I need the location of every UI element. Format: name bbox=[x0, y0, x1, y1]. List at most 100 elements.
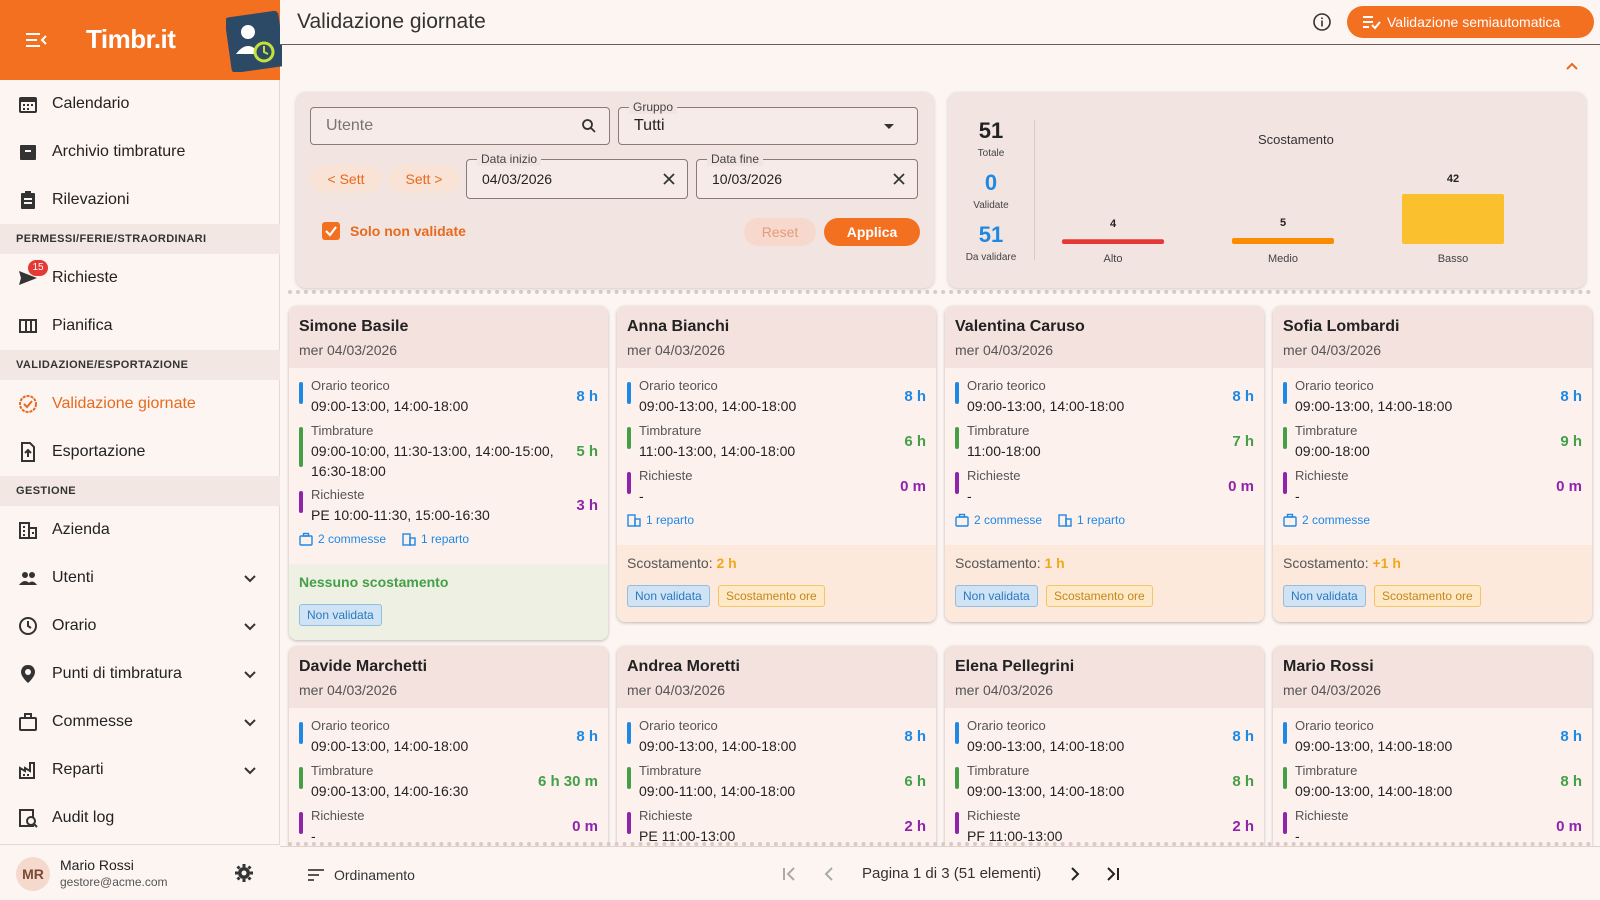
commesse-link[interactable]: 2 commesse bbox=[318, 532, 387, 546]
timbrature-section: Timbrature 09:00-18:00 9 h bbox=[1283, 423, 1582, 465]
clear-icon[interactable] bbox=[891, 171, 907, 187]
chevron-down-icon[interactable] bbox=[242, 714, 258, 730]
day-card[interactable]: Sofia Lombardi mer 04/03/2026 Orario teo… bbox=[1273, 306, 1592, 622]
deviation-summary: Scostamento: 2 h bbox=[627, 555, 737, 571]
card-date: mer 04/03/2026 bbox=[299, 342, 398, 358]
card-date: mer 04/03/2026 bbox=[1283, 342, 1382, 358]
gear-icon[interactable] bbox=[234, 863, 254, 883]
apply-button[interactable]: Applica bbox=[824, 218, 920, 246]
richieste-label: Richieste bbox=[311, 808, 365, 823]
sidebar-item-richieste[interactable]: 15 Richieste bbox=[0, 254, 280, 302]
end-date-field: Data fine bbox=[696, 152, 918, 199]
sidebar-item-audit[interactable]: Audit log bbox=[0, 794, 280, 842]
richieste-hours: 0 m bbox=[1556, 818, 1582, 835]
sidebar-item-orario[interactable]: Orario bbox=[0, 602, 280, 650]
prev-page-icon[interactable] bbox=[820, 865, 838, 883]
orario-label: Orario teorico bbox=[639, 378, 718, 393]
reparto-link[interactable]: 1 reparto bbox=[646, 513, 695, 527]
end-date-input[interactable] bbox=[697, 160, 917, 198]
sidebar-item-azienda[interactable]: Azienda bbox=[0, 506, 280, 554]
timbrature-section: Timbrature 09:00-11:00, 14:00-18:00 6 h bbox=[627, 763, 926, 805]
info-icon[interactable] bbox=[1312, 12, 1332, 32]
day-card[interactable]: Valentina Caruso mer 04/03/2026 Orario t… bbox=[945, 306, 1264, 622]
search-icon[interactable] bbox=[581, 118, 597, 134]
chevron-up-icon[interactable] bbox=[1564, 58, 1580, 74]
last-page-icon[interactable] bbox=[1104, 865, 1122, 883]
first-page-icon[interactable] bbox=[780, 865, 798, 883]
next-page-icon[interactable] bbox=[1066, 865, 1084, 883]
employee-name: Elena Pellegrini bbox=[955, 658, 1075, 675]
chevron-down-icon[interactable] bbox=[242, 618, 258, 634]
commesse-link[interactable]: 2 commesse bbox=[1302, 513, 1371, 527]
only-unvalidated-label[interactable]: Solo non validate bbox=[350, 223, 466, 239]
factory-icon bbox=[19, 762, 35, 779]
day-card[interactable]: Simone Basile mer 04/03/2026 Orario teor… bbox=[289, 306, 608, 640]
notification-badge: 15 bbox=[28, 260, 48, 276]
next-week-button[interactable]: Sett > bbox=[388, 165, 460, 193]
avatar[interactable]: MR bbox=[16, 857, 50, 891]
sidebar-item-archivio[interactable]: Archivio timbrature bbox=[0, 128, 280, 176]
clear-icon[interactable] bbox=[661, 171, 677, 187]
orario-section: Orario teorico 09:00-13:00, 14:00-18:00 … bbox=[955, 718, 1254, 760]
chevron-down-icon[interactable] bbox=[242, 570, 258, 586]
total-label: Totale bbox=[977, 148, 1005, 159]
sort-button[interactable]: Ordinamento bbox=[308, 865, 415, 885]
sidebar-item-calendario[interactable]: Calendario bbox=[0, 80, 280, 128]
reparto-link[interactable]: 1 reparto bbox=[1077, 513, 1126, 527]
section-color-bar bbox=[1283, 472, 1287, 494]
orario-section: Orario teorico 09:00-13:00, 14:00-18:00 … bbox=[627, 378, 926, 420]
card-header: Simone Basile mer 04/03/2026 bbox=[289, 306, 608, 368]
menu-collapse-icon[interactable] bbox=[24, 30, 48, 50]
chevron-down-icon[interactable] bbox=[242, 666, 258, 682]
reset-button[interactable]: Reset bbox=[744, 218, 816, 246]
sidebar-item-punti[interactable]: Punti di timbratura bbox=[0, 650, 280, 698]
card-meta: 2 commesse 1 reparto bbox=[299, 532, 485, 546]
deviation-badge: Scostamento ore bbox=[718, 585, 825, 607]
orario-label: Orario teorico bbox=[311, 378, 390, 393]
orario-value: 09:00-13:00, 14:00-18:00 bbox=[311, 398, 469, 414]
sidebar-item-reparti[interactable]: Reparti bbox=[0, 746, 280, 794]
orario-label: Orario teorico bbox=[1295, 378, 1374, 393]
audit-icon bbox=[19, 809, 38, 828]
day-card[interactable]: Anna Bianchi mer 04/03/2026 Orario teori… bbox=[617, 306, 936, 622]
sidebar-item-pianifica[interactable]: Pianifica bbox=[0, 302, 280, 350]
sidebar-item-utenti[interactable]: Utenti bbox=[0, 554, 280, 602]
card-header: Anna Bianchi mer 04/03/2026 bbox=[617, 306, 936, 368]
reparto-link[interactable]: 1 reparto bbox=[421, 532, 470, 546]
timbrature-hours: 5 h bbox=[576, 443, 598, 460]
semiautomatic-validation-label: Validazione semiautomatica bbox=[1387, 14, 1561, 30]
sidebar-item-validazione[interactable]: Validazione giornate bbox=[0, 380, 280, 428]
orario-hours: 8 h bbox=[576, 388, 598, 405]
start-date-input[interactable] bbox=[467, 160, 687, 198]
commesse-link[interactable]: 2 commesse bbox=[974, 513, 1043, 527]
sidebar-item-label: Esportazione bbox=[52, 443, 146, 460]
group-select[interactable]: Gruppo Tutti bbox=[618, 100, 918, 145]
section-color-bar bbox=[1283, 722, 1287, 744]
brand-header: Timbr.it bbox=[0, 0, 282, 80]
scroll-edge bbox=[288, 842, 1592, 846]
richieste-value: - bbox=[1295, 828, 1300, 844]
timbrature-hours: 6 h bbox=[904, 433, 926, 450]
status-badge: Non validata bbox=[299, 604, 382, 626]
user-search-input[interactable] bbox=[311, 108, 609, 144]
category-label: Alto bbox=[1104, 253, 1123, 265]
sidebar-item-esportazione[interactable]: Esportazione bbox=[0, 428, 280, 476]
sidebar-item-commesse[interactable]: Commesse bbox=[0, 698, 280, 746]
briefcase-icon bbox=[299, 532, 313, 546]
only-unvalidated-checkbox[interactable] bbox=[322, 222, 340, 240]
sidebar-item-rilevazioni[interactable]: Rilevazioni bbox=[0, 176, 280, 224]
semiautomatic-validation-button[interactable]: Validazione semiautomatica bbox=[1347, 6, 1594, 38]
chevron-down-icon[interactable] bbox=[242, 762, 258, 778]
dropdown-arrow-icon[interactable] bbox=[881, 118, 897, 134]
archive-icon bbox=[20, 145, 36, 160]
deviation-badge: Scostamento ore bbox=[1046, 585, 1153, 607]
employee-name: Simone Basile bbox=[299, 318, 409, 335]
user-search-field bbox=[310, 107, 610, 145]
deviation-badge: Scostamento ore bbox=[1374, 585, 1481, 607]
card-header: Elena Pellegrini mer 04/03/2026 bbox=[945, 646, 1264, 708]
scroll-edge bbox=[288, 290, 1592, 294]
brand-name: Timbr.it bbox=[86, 24, 176, 54]
timbrature-value: 09:00-13:00, 14:00-18:00 bbox=[967, 783, 1125, 799]
section-color-bar bbox=[299, 812, 303, 834]
prev-week-button[interactable]: < Sett bbox=[310, 165, 382, 193]
